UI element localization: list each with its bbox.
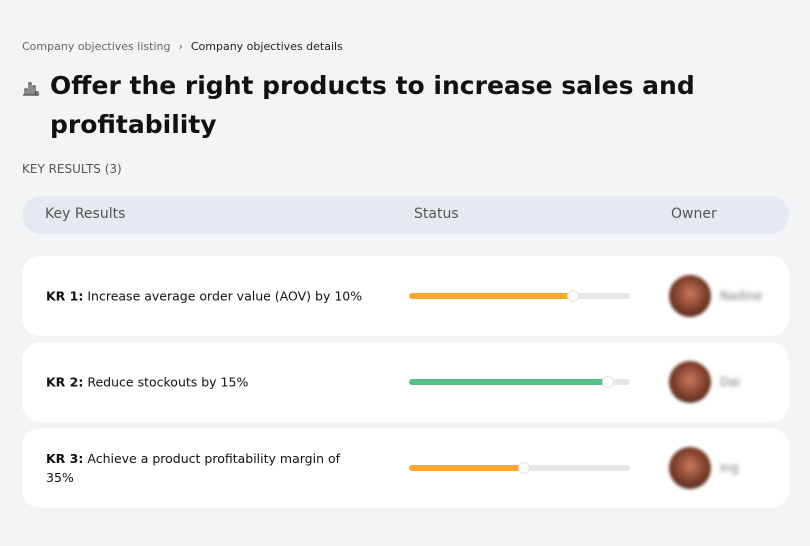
key-result-label: KR 3: bbox=[46, 451, 84, 466]
key-result-description: Increase average order value (AOV) by 10… bbox=[87, 288, 363, 304]
key-result-row[interactable]: KR 2: Reduce stockouts by 15% Dai bbox=[22, 342, 789, 422]
key-result-label: KR 2: bbox=[46, 374, 84, 390]
key-result-description: Reduce stockouts by 15% bbox=[87, 374, 249, 390]
slider-thumb[interactable] bbox=[566, 290, 579, 302]
progress-slider[interactable] bbox=[409, 462, 630, 474]
progress-fill bbox=[409, 293, 573, 299]
key-result-text: KR 2: Reduce stockouts by 15% bbox=[46, 373, 366, 392]
avatar bbox=[669, 275, 711, 317]
progress-slider[interactable] bbox=[409, 376, 630, 388]
owner-name: Nadine bbox=[720, 289, 763, 303]
progress-fill bbox=[409, 379, 608, 385]
key-result-label: KR 1: bbox=[46, 288, 84, 304]
slider-thumb[interactable] bbox=[517, 462, 530, 474]
slider-thumb[interactable] bbox=[601, 376, 614, 388]
avatar bbox=[669, 361, 711, 403]
key-result-row[interactable]: KR 1: Increase average order value (AOV)… bbox=[22, 256, 789, 336]
progress-slider[interactable] bbox=[409, 290, 630, 302]
chevron-right-icon: › bbox=[178, 40, 183, 53]
owner-name: Ing bbox=[720, 461, 739, 475]
breadcrumb-link-listing[interactable]: Company objectives listing bbox=[22, 40, 171, 53]
key-result-text: KR 3: Achieve a product profitability ma… bbox=[46, 449, 366, 487]
bar-chart-icon bbox=[23, 82, 39, 96]
table-header: Key Results Status Owner bbox=[22, 196, 789, 234]
header-status: Status bbox=[414, 206, 459, 222]
breadcrumb: Company objectives listing › Company obj… bbox=[22, 40, 343, 53]
key-result-row[interactable]: KR 3: Achieve a product profitability ma… bbox=[22, 428, 789, 508]
progress-fill bbox=[409, 465, 524, 471]
breadcrumb-current: Company objectives details bbox=[190, 40, 343, 53]
key-result-description: Achieve a product profitability margin o… bbox=[46, 451, 341, 485]
page-title: Offer the right products to increase sal… bbox=[50, 71, 695, 139]
avatar bbox=[669, 447, 711, 489]
header-key-results: Key Results bbox=[45, 206, 126, 222]
key-result-text: KR 1: Increase average order value (AOV)… bbox=[46, 287, 366, 306]
header-owner: Owner bbox=[671, 206, 717, 222]
owner-name: Dai bbox=[720, 375, 740, 389]
page-header: Offer the right products to increase sal… bbox=[22, 66, 702, 144]
key-results-count: KEY RESULTS (3) bbox=[22, 162, 122, 176]
